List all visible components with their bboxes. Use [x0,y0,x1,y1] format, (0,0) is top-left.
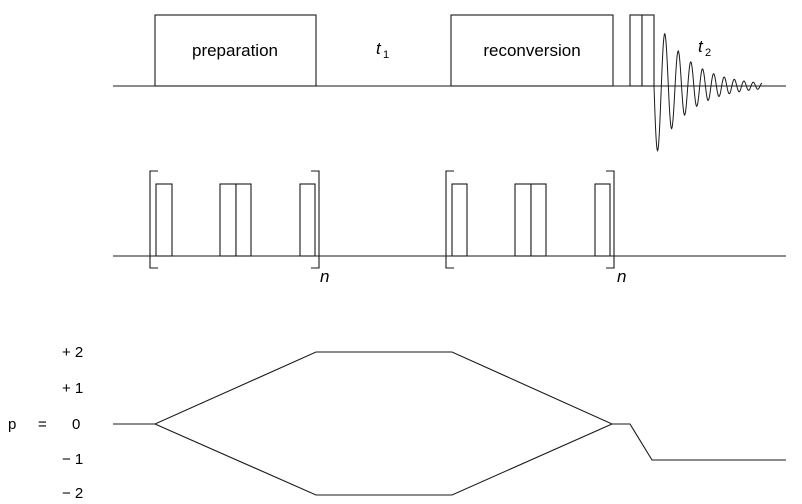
recoupling-block-preparation [149,170,320,269]
level-zero: 0 [72,416,80,433]
t2-subscript: 2 [705,47,711,59]
p-symbol: p [8,416,16,433]
pulse [594,183,611,257]
level-plus-2: + 2 [62,344,83,361]
pulse-sequence-row [113,14,786,153]
t2-detection-label: t 2 [698,37,711,59]
repeat-count-label: n [617,267,626,286]
right-bracket [606,170,615,269]
repeat-count-label: n [320,267,329,286]
t1-delay-label: t 1 [376,39,389,61]
t2-letter: t [698,37,704,56]
reconversion-label: reconversion [483,41,580,60]
pulse [155,183,173,257]
level-minus-1: − 1 [62,451,83,468]
preparation-block [154,14,317,87]
preparation-label: preparation [192,41,278,60]
level-plus-1: + 1 [62,380,83,397]
left-bracket [149,170,158,269]
pulse [451,183,468,257]
read-pulse-2 [641,14,655,87]
level-minus-2: − 2 [62,485,83,499]
fid-signal [653,32,763,153]
reconversion-block [450,14,614,87]
coherence-pathway [113,351,786,496]
pulse [514,183,532,257]
pulse [530,183,547,257]
pathway-upper [113,351,786,461]
pulse [299,183,316,257]
pathway-lower [154,423,613,496]
pulse [219,183,237,257]
t1-subscript: 1 [383,49,389,61]
recoupling-row [113,170,786,269]
pulse [235,183,252,257]
right-bracket [311,170,320,269]
read-pulse-1 [629,14,643,87]
coherence-level-axis: + 2 + 1 p = 0 − 1 − 2 [8,344,83,502]
equals-sign: = [38,416,47,433]
left-bracket [445,170,454,269]
t1-letter: t [376,39,382,58]
recoupling-block-reconversion [445,170,615,269]
